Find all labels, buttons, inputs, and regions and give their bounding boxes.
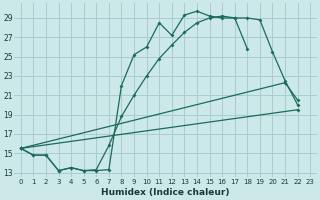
X-axis label: Humidex (Indice chaleur): Humidex (Indice chaleur) <box>101 188 230 197</box>
